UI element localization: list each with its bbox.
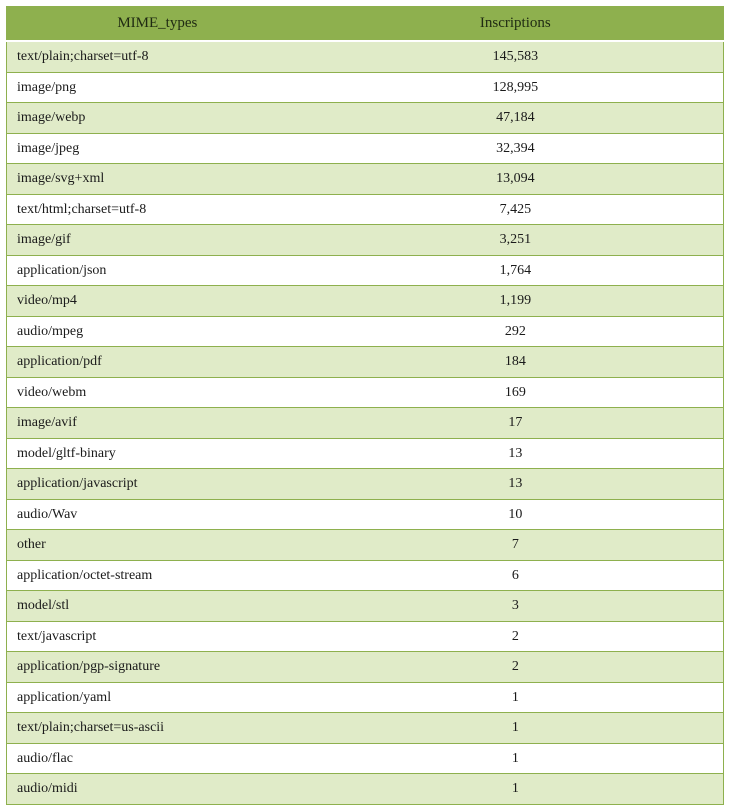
mime-cell: image/webp <box>7 103 308 134</box>
inscriptions-cell: 13,094 <box>308 164 724 195</box>
inscriptions-cell: 7,425 <box>308 194 724 225</box>
mime-cell: application/pgp-signature <box>7 652 308 683</box>
mime-cell: text/plain;charset=us-ascii <box>7 713 308 744</box>
mime-cell: image/avif <box>7 408 308 439</box>
mime-cell: image/gif <box>7 225 308 256</box>
table-row: text/html;charset=utf-8 7,425 <box>7 194 724 225</box>
table-row: model/stl 3 <box>7 591 724 622</box>
table-row: application/yaml 1 <box>7 682 724 713</box>
col-header-inscriptions: Inscriptions <box>308 7 724 42</box>
table-row: text/plain;charset=us-ascii 1 <box>7 713 724 744</box>
inscriptions-cell: 13 <box>308 438 724 469</box>
mime-types-table: MIME_types Inscriptions text/plain;chars… <box>6 6 724 805</box>
inscriptions-cell: 2 <box>308 621 724 652</box>
inscriptions-cell: 1,764 <box>308 255 724 286</box>
table-row: image/png 128,995 <box>7 72 724 103</box>
inscriptions-cell: 1 <box>308 713 724 744</box>
inscriptions-cell: 145,583 <box>308 41 724 72</box>
inscriptions-cell: 3 <box>308 591 724 622</box>
table-row: other 7 <box>7 530 724 561</box>
inscriptions-cell: 17 <box>308 408 724 439</box>
mime-cell: audio/Wav <box>7 499 308 530</box>
mime-cell: other <box>7 530 308 561</box>
table-row: text/javascript 2 <box>7 621 724 652</box>
inscriptions-cell: 169 <box>308 377 724 408</box>
inscriptions-cell: 7 <box>308 530 724 561</box>
mime-cell: text/html;charset=utf-8 <box>7 194 308 225</box>
table-row: audio/midi 1 <box>7 774 724 805</box>
table-row: image/gif 3,251 <box>7 225 724 256</box>
inscriptions-cell: 1,199 <box>308 286 724 317</box>
mime-cell: text/javascript <box>7 621 308 652</box>
mime-cell: model/stl <box>7 591 308 622</box>
table-row: audio/flac 1 <box>7 743 724 774</box>
mime-cell: application/yaml <box>7 682 308 713</box>
inscriptions-cell: 1 <box>308 682 724 713</box>
inscriptions-cell: 32,394 <box>308 133 724 164</box>
mime-cell: text/plain;charset=utf-8 <box>7 41 308 72</box>
table-row: video/webm 169 <box>7 377 724 408</box>
table-row: audio/Wav 10 <box>7 499 724 530</box>
table-row: application/javascript 13 <box>7 469 724 500</box>
table-row: audio/mpeg 292 <box>7 316 724 347</box>
mime-cell: audio/mpeg <box>7 316 308 347</box>
table-row: text/plain;charset=utf-8 145,583 <box>7 41 724 72</box>
table-row: image/svg+xml 13,094 <box>7 164 724 195</box>
table-row: image/webp 47,184 <box>7 103 724 134</box>
inscriptions-cell: 128,995 <box>308 72 724 103</box>
inscriptions-cell: 184 <box>308 347 724 378</box>
mime-cell: image/png <box>7 72 308 103</box>
mime-cell: video/webm <box>7 377 308 408</box>
table-header-row: MIME_types Inscriptions <box>7 7 724 42</box>
mime-cell: application/javascript <box>7 469 308 500</box>
mime-cell: application/pdf <box>7 347 308 378</box>
table-row: application/octet-stream 6 <box>7 560 724 591</box>
mime-cell: audio/flac <box>7 743 308 774</box>
mime-cell: application/octet-stream <box>7 560 308 591</box>
table-row: image/avif 17 <box>7 408 724 439</box>
inscriptions-cell: 47,184 <box>308 103 724 134</box>
inscriptions-cell: 10 <box>308 499 724 530</box>
table-row: application/json 1,764 <box>7 255 724 286</box>
table-row: image/jpeg 32,394 <box>7 133 724 164</box>
inscriptions-cell: 1 <box>308 774 724 805</box>
col-header-mime: MIME_types <box>7 7 308 42</box>
mime-cell: image/jpeg <box>7 133 308 164</box>
inscriptions-cell: 13 <box>308 469 724 500</box>
mime-cell: image/svg+xml <box>7 164 308 195</box>
mime-cell: audio/midi <box>7 774 308 805</box>
table-row: model/gltf-binary 13 <box>7 438 724 469</box>
mime-cell: video/mp4 <box>7 286 308 317</box>
table-row: video/mp4 1,199 <box>7 286 724 317</box>
mime-cell: application/json <box>7 255 308 286</box>
table-body: text/plain;charset=utf-8 145,583 image/p… <box>7 41 724 804</box>
inscriptions-cell: 6 <box>308 560 724 591</box>
table-row: application/pdf 184 <box>7 347 724 378</box>
inscriptions-cell: 3,251 <box>308 225 724 256</box>
inscriptions-cell: 2 <box>308 652 724 683</box>
mime-cell: model/gltf-binary <box>7 438 308 469</box>
inscriptions-cell: 292 <box>308 316 724 347</box>
table-row: application/pgp-signature 2 <box>7 652 724 683</box>
inscriptions-cell: 1 <box>308 743 724 774</box>
